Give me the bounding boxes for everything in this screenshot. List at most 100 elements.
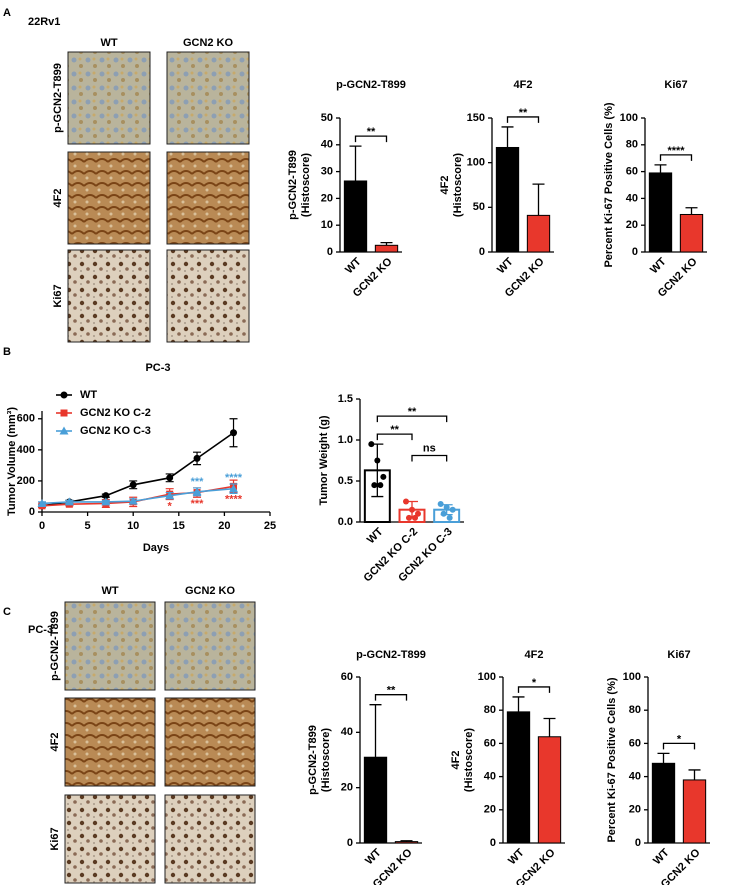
bar (537, 736, 562, 844)
data-point (102, 492, 110, 500)
legend-label: WT (80, 389, 97, 401)
significance-label: * (677, 733, 682, 745)
significance-label: * (168, 500, 173, 512)
legend-marker (59, 426, 69, 435)
significance-label: *** (191, 476, 205, 488)
y-tick-label: 80 (484, 704, 496, 716)
chart-title: Ki67 (667, 649, 690, 661)
x-tick-label: 15 (173, 520, 185, 532)
x-tick-label: WT (648, 255, 669, 276)
row-label: 4F2 (52, 189, 64, 208)
panel-letter: C (3, 606, 11, 618)
x-tick-label: WT (365, 525, 386, 546)
data-point (412, 514, 418, 521)
data-point (377, 482, 384, 489)
row-label: Ki67 (49, 827, 61, 850)
data-point (165, 491, 175, 500)
micrograph (166, 249, 250, 343)
data-point (415, 510, 421, 517)
y-axis-label: (Histoscore) (452, 153, 464, 218)
data-point (101, 497, 111, 506)
micrograph (166, 151, 250, 245)
bar (682, 779, 707, 844)
panel-letter: A (3, 7, 11, 19)
data-point (403, 498, 409, 505)
y-tick-label: 60 (341, 671, 353, 683)
bar (526, 214, 551, 253)
error-bar (688, 769, 701, 780)
y-tick-label: 100 (478, 671, 496, 683)
y-axis-label: (Histoscore) (463, 728, 475, 793)
row-label: p-GCN2-T899 (49, 611, 61, 681)
micrograph (64, 794, 156, 884)
x-tick-label: 25 (264, 520, 276, 532)
micrograph (67, 51, 151, 145)
bar (363, 756, 388, 844)
error-bar (512, 696, 525, 712)
error-bar (657, 752, 670, 764)
chart-title: 4F2 (525, 649, 544, 661)
y-axis-label: Tumor Volume (mm³) (6, 407, 18, 516)
significance-bracket (374, 694, 408, 701)
series-line (41, 432, 234, 507)
y-tick-label: 60 (626, 166, 638, 178)
data-point (192, 487, 202, 496)
significance-label: ** (408, 406, 417, 418)
y-tick-label: 30 (321, 166, 333, 178)
cell-line-label: PC-3 (28, 624, 53, 636)
y-tick-label: 0 (632, 246, 638, 258)
y-tick-label: 60 (484, 737, 496, 749)
y-tick-label: 40 (341, 726, 353, 738)
y-tick-label: 100 (620, 112, 638, 124)
y-tick-label: 0 (347, 837, 353, 849)
data-point (449, 506, 456, 513)
y-tick-label: 20 (629, 804, 641, 816)
y-axis-label: Tumor Weight (g) (318, 415, 330, 505)
y-tick-label: 0 (29, 506, 35, 518)
x-tick-label: 20 (218, 520, 230, 532)
column-header: GCN2 KO (183, 37, 234, 49)
y-axis-label: (Histoscore) (300, 153, 312, 218)
bar (394, 841, 419, 844)
legend-marker (60, 409, 68, 417)
bar (651, 762, 676, 844)
column-header: GCN2 KO (185, 585, 236, 597)
significance-bracket (376, 433, 413, 441)
significance-bracket (354, 135, 388, 143)
chart-title: p-GCN2-T899 (336, 79, 406, 91)
significance-label: **** (225, 472, 243, 484)
y-axis-label: p-GCN2-T899 (287, 150, 299, 220)
bar (374, 244, 399, 253)
error-bar (380, 241, 393, 246)
cell-line-label: 22Rv1 (28, 16, 60, 28)
y-tick-label: 0 (327, 246, 333, 258)
data-point (229, 484, 239, 493)
y-tick-label: 200 (17, 475, 35, 487)
y-tick-label: 20 (321, 192, 333, 204)
significance-label: * (532, 677, 537, 689)
y-tick-label: 40 (626, 192, 638, 204)
x-tick-label: WT (651, 846, 672, 867)
micrograph (64, 601, 156, 691)
x-tick-label: WT (363, 846, 384, 867)
significance-label: ns (423, 442, 436, 454)
y-tick-label: 0 (490, 837, 496, 849)
y-tick-label: 20 (341, 782, 353, 794)
significance-bracket (376, 415, 448, 423)
error-bar (501, 126, 514, 148)
data-point (374, 457, 381, 464)
y-tick-label: 1.5 (338, 393, 353, 405)
significance-label: ** (390, 424, 399, 436)
chart-title: Ki67 (664, 79, 687, 91)
y-tick-label: 1.0 (338, 434, 353, 446)
row-label: Ki67 (52, 284, 64, 307)
data-point (193, 454, 201, 462)
y-tick-label: 10 (321, 219, 333, 231)
data-point (368, 441, 375, 448)
micrograph (164, 601, 256, 691)
data-point (406, 514, 412, 521)
y-tick-label: 0 (635, 837, 641, 849)
y-axis-label: 4F2 (439, 176, 451, 195)
significance-label: ** (387, 685, 396, 697)
